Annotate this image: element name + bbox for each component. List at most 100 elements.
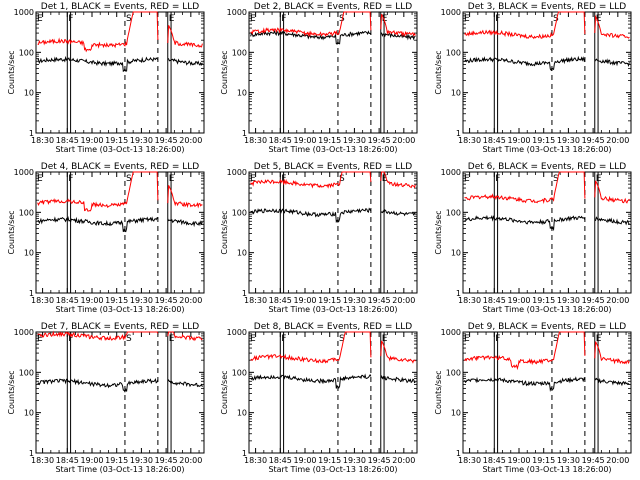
x-tick-label: 18:30 [31, 456, 54, 465]
x-tick-label: 19:15 [105, 136, 128, 145]
detector-panel-1: Det 1, BLACK = Events, RED = LLD 1 10 100 10… [7, 2, 205, 154]
lld-series-line [37, 171, 203, 212]
event-marker-label: S [553, 334, 559, 344]
x-tick-label: 18:45 [269, 456, 292, 465]
y-tick-label: 1000 [441, 328, 461, 337]
x-tick-label: 19:15 [105, 296, 128, 305]
lld-series-line [464, 331, 630, 371]
events-series-line [37, 216, 203, 233]
y-tick-label: 1000 [14, 168, 34, 177]
y-tick-label: 1 [242, 129, 247, 138]
x-axis-label: Start Time (03-Oct-13 18:26:00) [55, 305, 184, 314]
plot-frame [462, 11, 632, 134]
y-tick-label: 1 [456, 289, 461, 298]
detector-panel-2: Det 2, BLACK = Events, RED = LLD 1 10 100 10… [220, 2, 418, 154]
y-tick-label: 100 [446, 208, 461, 217]
x-axis-label: Start Time (03-Oct-13 18:26:00) [482, 145, 611, 154]
y-tick-label: 10 [237, 89, 247, 98]
events-series-line [250, 373, 416, 389]
lld-series-line [37, 11, 203, 53]
x-axis-label: Start Time (03-Oct-13 18:26:00) [55, 145, 184, 154]
x-tick-label: 18:30 [31, 296, 54, 305]
events-series-line [37, 378, 203, 393]
y-tick-label: 1000 [441, 168, 461, 177]
x-tick-label: 18:45 [269, 136, 292, 145]
y-tick-label: 10 [237, 249, 247, 258]
x-tick-label: 19:45 [368, 456, 391, 465]
lld-series-line [250, 171, 416, 189]
y-tick-label: 1 [29, 129, 34, 138]
event-marker-label: E [382, 174, 388, 184]
event-marker-label: E [382, 334, 388, 344]
y-tick-label: 1000 [227, 168, 247, 177]
event-marker-label: E [464, 14, 470, 24]
y-tick-label: 10 [24, 249, 34, 258]
x-tick-label: 20:00 [392, 456, 415, 465]
y-axis-label: Counts/sec [434, 50, 443, 94]
y-tick-label: 10 [451, 249, 461, 258]
event-marker-label: E [596, 14, 602, 24]
x-tick-label: 18:30 [458, 456, 481, 465]
x-axis-label: Start Time (03-Oct-13 18:26:00) [482, 465, 611, 474]
y-axis-label: Counts/sec [7, 210, 16, 254]
event-marker-label: S [126, 14, 132, 24]
event-marker-label: S [126, 174, 132, 184]
events-series-line [250, 29, 416, 45]
x-tick-label: 19:45 [582, 296, 605, 305]
x-tick-label: 19:15 [532, 456, 555, 465]
x-tick-label: 19:45 [155, 136, 178, 145]
y-tick-label: 100 [232, 48, 247, 57]
event-marker-label: E [464, 334, 470, 344]
x-tick-label: 18:45 [483, 296, 506, 305]
plot-frame [35, 11, 205, 134]
plot-frame [35, 171, 205, 294]
x-tick-label: 19:45 [368, 136, 391, 145]
y-axis-label: Counts/sec [220, 210, 229, 254]
x-tick-label: 19:30 [130, 136, 153, 145]
x-tick-label: 18:45 [483, 456, 506, 465]
x-tick-label: 19:00 [80, 456, 103, 465]
x-tick-label: 19:45 [582, 136, 605, 145]
detector-panel-9: Det 9, BLACK = Events, RED = LLD 1 10 100 10… [434, 322, 632, 474]
x-tick-label: 19:30 [343, 136, 366, 145]
x-tick-label: 19:30 [557, 456, 580, 465]
plot-frame [35, 331, 205, 454]
event-marker-label: E [382, 14, 388, 24]
x-tick-label: 19:00 [293, 136, 316, 145]
event-marker-label: S [553, 14, 559, 24]
event-marker-label: S [126, 334, 132, 344]
x-tick-label: 18:45 [269, 296, 292, 305]
y-tick-label: 10 [451, 89, 461, 98]
y-tick-label: 1000 [14, 8, 34, 17]
y-axis-label: Counts/sec [7, 50, 16, 94]
plot-frame [248, 331, 418, 454]
y-axis-label: Counts/sec [220, 50, 229, 94]
y-tick-label: 100 [19, 208, 34, 217]
y-tick-label: 1 [242, 289, 247, 298]
x-tick-label: 20:00 [606, 296, 629, 305]
event-marker-label: E [169, 334, 175, 344]
y-tick-label: 10 [451, 409, 461, 418]
lld-series-line [464, 11, 630, 40]
event-marker-label: E [169, 174, 175, 184]
panel-title: Det 2, BLACK = Events, RED = LLD [254, 2, 413, 12]
y-tick-label: 10 [24, 89, 34, 98]
events-series-line [250, 207, 416, 224]
event-marker-label: E [169, 14, 175, 24]
detector-panel-8: Det 8, BLACK = Events, RED = LLD 1 10 100 10… [220, 322, 418, 474]
x-tick-label: 19:30 [343, 456, 366, 465]
x-tick-label: 18:30 [31, 136, 54, 145]
lld-series-line [37, 330, 203, 342]
y-tick-label: 100 [232, 208, 247, 217]
detector-panel-4: Det 4, BLACK = Events, RED = LLD 1 10 100 10… [7, 162, 205, 314]
y-tick-label: 1000 [227, 328, 247, 337]
x-tick-label: 18:45 [56, 296, 79, 305]
event-marker-label: E [250, 174, 256, 184]
plot-frame [462, 331, 632, 454]
x-tick-label: 18:30 [244, 456, 267, 465]
detector-panel-3: Det 3, BLACK = Events, RED = LLD 1 10 100 10… [434, 2, 632, 154]
detector-panel-6: Det 6, BLACK = Events, RED = LLD 1 10 100 10… [434, 162, 632, 314]
x-tick-label: 19:00 [80, 136, 103, 145]
x-tick-label: 19:15 [318, 456, 341, 465]
